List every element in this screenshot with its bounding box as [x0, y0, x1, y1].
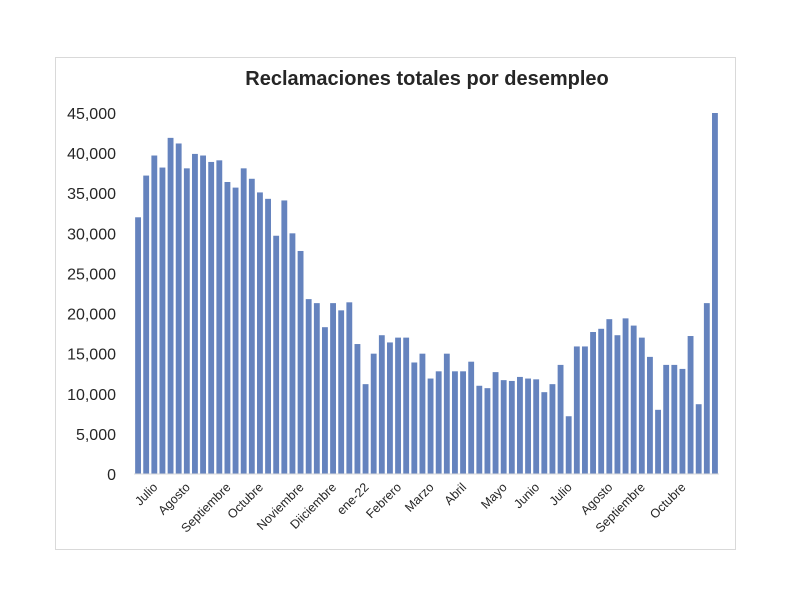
bar [452, 371, 458, 474]
bar [240, 168, 247, 474]
bar [135, 217, 141, 475]
bar [582, 346, 588, 474]
y-tick-label: 30,000 [67, 226, 116, 243]
bar [330, 303, 336, 474]
x-tick-label: Mayo [478, 480, 510, 512]
x-tick-label: Febrero [363, 480, 404, 521]
bar [695, 404, 702, 474]
bar [322, 327, 328, 474]
x-tick-label: Junio [511, 480, 542, 511]
bar [712, 113, 718, 474]
bar [647, 356, 653, 474]
bar [200, 155, 206, 474]
bar [614, 335, 621, 474]
bar [354, 344, 361, 474]
bar [573, 346, 580, 474]
bar [508, 380, 515, 474]
bar [159, 167, 166, 475]
y-tick-label: 45,000 [67, 106, 116, 123]
bar [411, 362, 418, 474]
bar [492, 372, 499, 474]
bar [403, 337, 410, 474]
x-tick-label: Julio [132, 480, 160, 508]
bar [525, 378, 531, 474]
bar [638, 337, 645, 474]
bar [476, 385, 483, 474]
bar [443, 353, 450, 474]
y-tick-label: 0 [107, 467, 116, 484]
bar [362, 384, 369, 474]
y-tick-label: 10,000 [67, 387, 116, 404]
bar [305, 299, 312, 474]
bar [435, 371, 442, 474]
x-tick-label: Abril [442, 480, 470, 508]
y-tick-label: 15,000 [67, 347, 116, 364]
bar [517, 376, 523, 474]
bar [419, 353, 426, 474]
bar [175, 143, 182, 475]
bar [289, 233, 296, 474]
bar [232, 187, 239, 475]
y-tick-label: 40,000 [67, 146, 116, 163]
bar [167, 137, 174, 474]
bar [533, 379, 540, 474]
bar [541, 392, 548, 474]
bar [346, 302, 353, 474]
bar [395, 337, 401, 474]
bar [273, 235, 280, 474]
bar [606, 319, 613, 474]
bar [427, 378, 434, 474]
y-tick-label: 20,000 [67, 307, 116, 324]
bar [484, 388, 491, 474]
bar [378, 335, 385, 474]
y-tick-label: 35,000 [67, 186, 116, 203]
x-tick-label: Octubre [647, 480, 688, 521]
chart-title: Reclamaciones totales por desempleo [245, 68, 609, 90]
bar [671, 364, 678, 474]
bar [224, 181, 231, 475]
bar [679, 368, 686, 474]
bar [460, 371, 466, 474]
x-tick-label: Octubre [225, 480, 266, 521]
bar [500, 380, 507, 474]
bar [297, 250, 304, 474]
bar [151, 155, 158, 474]
bar [557, 364, 564, 474]
y-tick-label: 5,000 [76, 427, 116, 444]
bar [143, 175, 150, 474]
bar [192, 153, 198, 474]
bar [565, 416, 572, 474]
bar [549, 384, 556, 474]
x-tick-label: Agosto [156, 480, 193, 517]
bar [313, 303, 320, 474]
x-tick-label: Marzo [402, 480, 436, 514]
bar [248, 178, 255, 474]
bar [338, 310, 345, 474]
bar [630, 325, 637, 474]
bar [208, 161, 215, 474]
bar [183, 168, 190, 474]
bar [655, 409, 661, 474]
bar [281, 200, 288, 474]
y-tick-label: 25,000 [67, 266, 116, 283]
x-tick-label: Julio [547, 480, 575, 508]
bar [590, 332, 596, 474]
bar [265, 198, 271, 474]
bar [663, 364, 670, 474]
bar [703, 303, 710, 474]
bar [598, 328, 605, 474]
bar [257, 192, 263, 475]
bar [370, 353, 377, 474]
bar [216, 160, 223, 474]
bar [687, 336, 694, 474]
bar [468, 361, 475, 474]
bar [387, 342, 393, 474]
bar [622, 318, 629, 474]
